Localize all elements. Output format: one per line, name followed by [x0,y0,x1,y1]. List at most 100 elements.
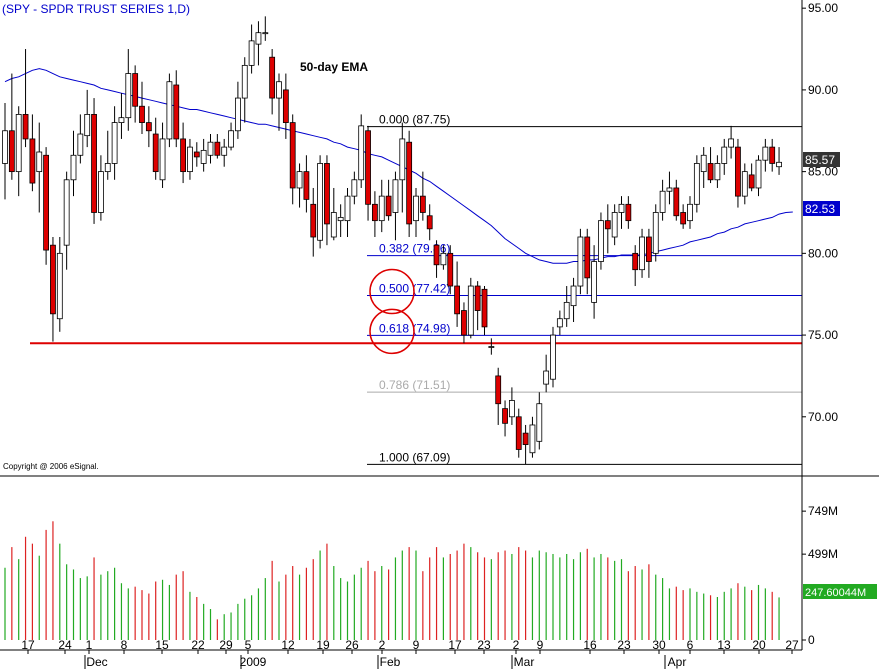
candle-up [687,203,693,222]
candle-down [406,141,413,225]
candle-down [604,220,611,230]
candle-up [413,195,419,222]
candle-down [419,195,426,213]
candle-down [454,285,461,315]
candle-up [166,81,173,140]
candle-up [221,146,228,156]
day-tick-label: 23 [617,638,631,652]
circle-annotation [369,308,415,355]
candle-down [461,310,467,336]
month-label: Mar [514,655,535,669]
day-tick-label: 23 [477,638,491,652]
candle-up [639,236,645,271]
day-tick-label: 13 [717,638,731,652]
candle-up [77,133,84,156]
candle-down [139,105,145,123]
candle-up [721,146,728,164]
fib-level-label: 0.000 (87.75) [379,113,450,127]
candle-down [29,138,36,184]
candle-down [310,203,317,238]
day-tick-label: 20 [752,638,766,652]
candle-down [289,122,296,189]
price-tick-label: 95.00 [808,1,838,15]
candle-up [351,179,358,197]
day-tick-label: 9 [413,638,420,652]
candle-up [187,146,193,173]
candle-up [36,151,43,173]
ema-value-label: 82.53 [805,202,835,216]
candle-up [317,163,324,241]
candle-up [84,114,91,137]
candle-up [543,370,550,385]
candle-up [207,141,214,156]
ema-path [4,68,793,264]
candle-up [591,261,597,303]
candle-up [563,301,570,320]
candle-up [15,114,22,173]
candle-up [118,117,125,123]
day-tick-label: 15 [155,638,169,652]
candle-down [515,416,522,450]
candle-down [474,285,481,311]
day-tick-label: 2 [513,638,520,652]
candle-down [145,122,152,132]
candle-up [659,190,666,213]
volume-value-badge: 247.60044M [803,584,877,599]
price-tick-label: 80.00 [808,246,838,260]
day-tick-label: 30 [652,638,666,652]
price-tick-label: 85.00 [808,165,838,179]
candle-up [98,171,104,213]
candle-up [296,171,303,189]
volume-bars [4,521,780,640]
candle-down [214,141,221,156]
candle-up [550,334,556,380]
candle-up [399,138,406,181]
chart-title: (SPY - SPDR TRUST SERIES 1,D) [2,2,190,16]
candle-up [467,285,474,336]
price-tick-label: 70.00 [808,410,838,424]
candle-down [173,84,180,140]
candle-down [152,133,159,173]
candle-up [125,73,132,119]
day-tick-label: 8 [121,638,128,652]
candle-up [63,179,70,246]
candle-down [673,187,680,217]
ema-value-badge: 82.53 [803,201,840,216]
candle-up [392,179,399,213]
candle-up [276,81,282,99]
candle-down [769,146,776,164]
day-tick-label: 22 [191,638,205,652]
circle-annotation [369,268,415,315]
candle-up [228,130,234,148]
candle-down [8,130,15,173]
candle-up [241,64,248,99]
day-tick-label: 29 [219,638,233,652]
candle-down [303,171,310,200]
candle-down [584,236,591,279]
candle-up [776,161,782,168]
last-price-label: 85.57 [805,153,835,167]
fib-level-label: 0.500 (77.42) [379,282,450,296]
candle-up [262,32,269,35]
day-tick-label: 24 [58,638,72,652]
candle-down [324,163,330,225]
candle-down [193,151,200,158]
volume-tick-label: 499M [808,547,838,561]
candle-up [577,236,584,287]
candle-up [159,138,166,181]
candle-up [666,187,673,192]
candle-up [440,252,447,266]
fib-level-label: 1.000 (67.09) [379,450,450,464]
candle-up [536,403,543,442]
candle-down [91,114,97,213]
candle-up [255,32,262,45]
day-tick-label: 26 [345,638,359,652]
candle-up [488,346,495,348]
candle-down [632,252,639,271]
candle-down [371,203,378,222]
candle-down [646,236,652,262]
day-tick-label: 12 [281,638,295,652]
candle-down [365,130,371,205]
